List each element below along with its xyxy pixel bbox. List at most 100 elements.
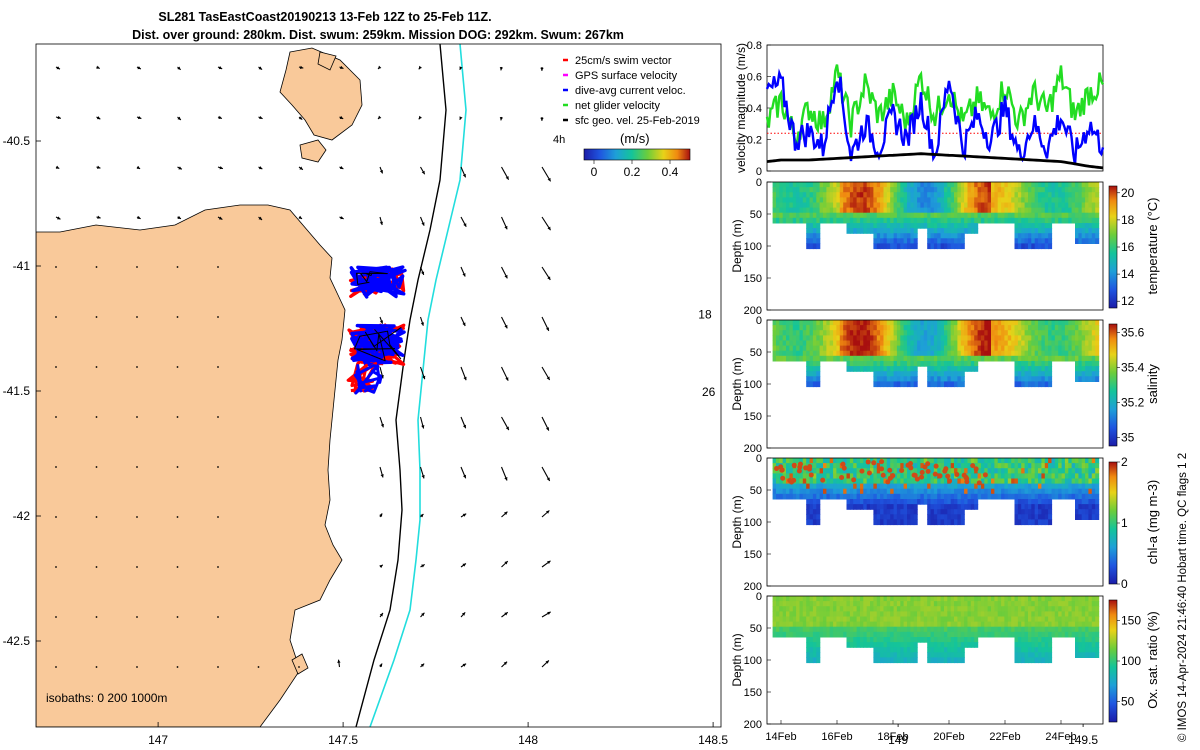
section-cell <box>1048 458 1053 464</box>
section-cell <box>1091 606 1096 612</box>
section-cell <box>907 330 911 336</box>
section-cell <box>802 182 807 188</box>
section-cell <box>1044 637 1049 643</box>
section-cell <box>920 483 925 490</box>
section-cell <box>927 350 932 357</box>
section-cell <box>883 621 888 628</box>
section-cell <box>950 637 955 643</box>
section-cell <box>1031 361 1036 367</box>
section-cell <box>1071 458 1076 464</box>
section-cell <box>900 458 905 464</box>
section-cell <box>796 320 801 326</box>
section-cell <box>950 657 955 664</box>
section-cell <box>806 626 811 633</box>
section-cell <box>1038 197 1042 204</box>
section-cell <box>1028 493 1032 500</box>
section-cell <box>806 192 811 198</box>
section-cell <box>873 243 878 250</box>
section-cell <box>1017 473 1022 480</box>
section-cell <box>1051 493 1056 500</box>
section-cell <box>1004 335 1009 342</box>
section-cell <box>1007 325 1012 331</box>
section-cell <box>1011 217 1016 224</box>
section-cell <box>863 217 868 224</box>
section-cell <box>980 468 985 474</box>
section-cell <box>1081 212 1086 219</box>
section-cell <box>890 478 895 485</box>
section-cell <box>950 187 955 193</box>
section-cell <box>967 340 972 347</box>
section-cell <box>833 345 838 352</box>
section-cell <box>974 197 979 204</box>
section-cell <box>1014 197 1019 204</box>
section-cell <box>1031 652 1036 658</box>
section-cell <box>980 483 985 490</box>
section-cell <box>960 320 965 326</box>
section-cell <box>846 320 851 326</box>
section-cell <box>997 217 1002 224</box>
section-cell <box>846 606 851 612</box>
section-cell <box>900 381 905 388</box>
section-cell <box>954 463 958 469</box>
section-cell <box>1095 238 1100 244</box>
section-cell <box>890 238 895 244</box>
section-cell <box>994 350 999 357</box>
section-cell <box>937 483 942 490</box>
section-cell <box>900 187 905 193</box>
section-cell <box>782 493 787 500</box>
section-cell <box>893 212 898 219</box>
section-cell <box>940 320 945 326</box>
section-cell <box>1041 197 1046 204</box>
section-cell <box>910 601 915 607</box>
section-cell <box>991 182 995 188</box>
section-cell <box>1048 611 1053 618</box>
section-cell <box>900 631 905 638</box>
section-cell <box>896 606 901 612</box>
section-cell <box>806 217 811 224</box>
section-cell <box>1068 458 1073 464</box>
section-cell <box>866 463 871 469</box>
section-cell <box>890 616 895 623</box>
section-cell <box>1085 621 1090 628</box>
section-cell <box>870 192 874 198</box>
section-cell <box>880 325 885 331</box>
section-cell <box>900 514 905 520</box>
section-cell <box>984 340 989 347</box>
section-cell <box>823 468 827 474</box>
section-cell <box>846 611 851 618</box>
section-cell <box>910 197 915 204</box>
section-cell <box>890 223 895 229</box>
section-cell <box>786 473 790 480</box>
section-cell <box>843 192 848 198</box>
section-cell <box>1041 458 1046 464</box>
section-cell <box>812 596 817 602</box>
section-cell <box>839 611 844 618</box>
section-cell <box>1044 657 1049 664</box>
section-cell <box>1058 463 1063 469</box>
section-cell <box>1041 202 1046 209</box>
section-cell <box>1031 514 1036 520</box>
section-cell <box>1088 325 1093 331</box>
section-cell <box>947 647 952 653</box>
section-cell <box>940 478 945 485</box>
section-cell <box>947 637 952 643</box>
section-cell <box>802 345 807 352</box>
section-cell <box>873 223 878 229</box>
section-cell <box>954 504 958 510</box>
section-cell <box>1058 355 1063 362</box>
map-panel: 15171825203222627 147147.5148148.5149149… <box>3 43 1098 747</box>
section-cell <box>876 519 881 526</box>
section-cell <box>856 187 861 193</box>
section-cell <box>1068 621 1073 628</box>
section-cell <box>893 468 898 474</box>
section-cell <box>1024 223 1029 229</box>
section-cell <box>960 514 965 520</box>
section-cell <box>880 233 885 239</box>
section-cell <box>812 631 817 638</box>
section-cell <box>823 458 827 464</box>
section-cell <box>819 596 824 602</box>
section-cell <box>883 652 888 658</box>
section-cell <box>806 596 811 602</box>
section-cell <box>819 187 824 193</box>
section-cell <box>1041 217 1046 224</box>
